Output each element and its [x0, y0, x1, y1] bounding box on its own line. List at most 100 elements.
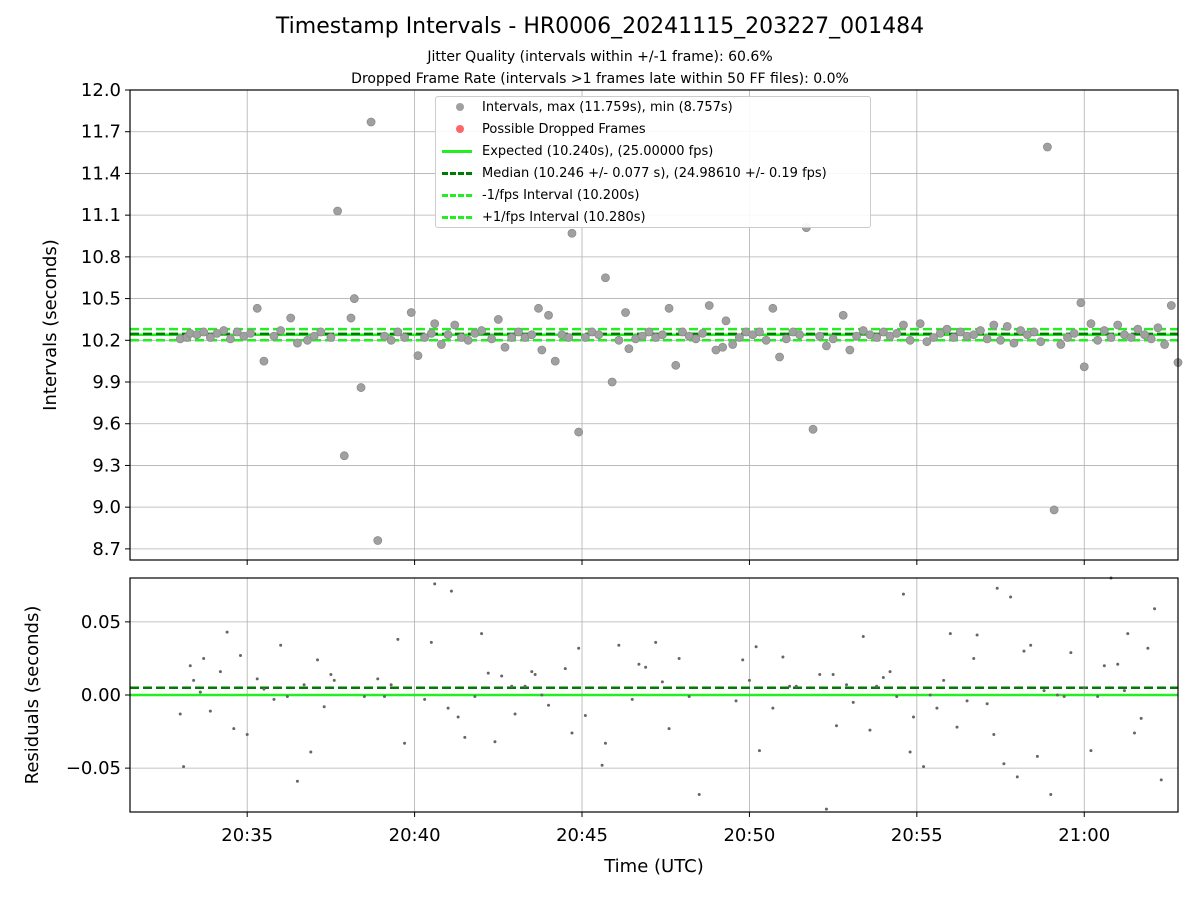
interval-point — [989, 320, 999, 330]
legend-handle-expected — [440, 141, 478, 161]
interval-point — [406, 308, 416, 317]
interval-point — [1002, 321, 1012, 331]
residual-point — [1049, 792, 1053, 796]
interval-point — [420, 333, 430, 342]
interval-point — [795, 330, 805, 340]
residual-point — [238, 654, 242, 658]
residual-point — [922, 765, 926, 769]
residual-point — [861, 635, 865, 638]
interval-point — [1043, 142, 1052, 152]
interval-point — [976, 326, 985, 335]
bottom-x-ticks: 20:35 20:40 20:45 20:50 20:55 21:00 — [221, 825, 1110, 846]
interval-point — [594, 330, 604, 340]
residual-point — [1009, 595, 1013, 599]
legend-handle-median — [440, 163, 478, 183]
x-tick-label: 21:00 — [1058, 825, 1110, 846]
y-tick-label: 0.00 — [81, 685, 121, 706]
residual-point — [667, 727, 671, 731]
residual-point — [851, 700, 855, 704]
bottom-y-ticks: −0.05 0.00 0.05 — [66, 612, 130, 779]
interval-point — [721, 316, 731, 326]
interval-point — [500, 342, 510, 352]
interval-point — [356, 383, 366, 392]
legend: Intervals, max (11.759s), min (8.757s) P… — [435, 96, 871, 228]
legend-item-dropped: Possible Dropped Frames — [436, 119, 646, 139]
chart-subtitle-jitter: Jitter Quality (intervals within +/-1 fr… — [427, 49, 773, 65]
legend-label: -1/fps Interval (10.200s) — [482, 187, 640, 203]
residual-point — [1132, 731, 1136, 735]
residual-point — [480, 632, 484, 636]
residual-point — [1153, 607, 1157, 611]
interval-point — [899, 320, 908, 330]
residual-point — [660, 680, 664, 684]
residual-point — [1146, 646, 1150, 650]
interval-point — [443, 330, 453, 340]
residual-point — [901, 592, 905, 596]
residual-point — [486, 671, 490, 675]
interval-point — [493, 315, 503, 324]
interval-point — [664, 303, 674, 313]
residual-point — [928, 693, 932, 697]
interval-point — [293, 338, 302, 348]
residual-point — [975, 633, 979, 637]
residual-point — [389, 683, 393, 687]
interval-point — [852, 331, 861, 341]
residual-point — [463, 735, 467, 739]
residual-point — [510, 684, 514, 688]
y-tick-label: 9.0 — [92, 497, 121, 518]
residual-point — [985, 702, 989, 706]
residual-point — [875, 684, 879, 688]
interval-point — [436, 340, 446, 349]
interval-point — [544, 310, 553, 320]
residual-point — [908, 750, 912, 754]
interval-point — [205, 333, 215, 342]
interval-point — [704, 301, 714, 310]
interval-point — [246, 328, 255, 338]
residual-point — [316, 658, 320, 662]
interval-point — [878, 327, 888, 337]
interval-point — [621, 308, 630, 317]
residual-point — [362, 694, 366, 698]
residual-point — [530, 670, 534, 674]
interval-point — [276, 326, 286, 335]
x-tick-label: 20:45 — [556, 825, 608, 846]
interval-point — [982, 334, 992, 344]
interval-point — [534, 303, 543, 313]
legend-label: +1/fps Interval (10.280s) — [482, 209, 646, 225]
residual-point — [202, 656, 206, 660]
residual-point — [423, 697, 427, 701]
interval-point — [768, 303, 778, 313]
residual-point — [178, 712, 182, 716]
interval-point — [303, 335, 312, 345]
residual-point — [1082, 686, 1086, 690]
y-tick-label: 12.0 — [81, 80, 121, 101]
top-y-ticks: 8.7 9.0 9.3 9.6 9.9 10.2 10.5 10.8 11.1 11.4 11.7 1… — [81, 80, 130, 560]
interval-point — [346, 313, 356, 323]
y-tick-label: 11.7 — [81, 122, 121, 143]
interval-point — [734, 333, 744, 342]
y-tick-label: 11.1 — [81, 205, 121, 226]
y-tick-label: 10.2 — [81, 330, 121, 351]
interval-point — [1029, 327, 1039, 337]
residual-point — [834, 724, 838, 728]
legend-label: Expected (10.240s), (25.00000 fps) — [482, 143, 714, 159]
legend-item-expected: Expected (10.240s), (25.00000 fps) — [436, 141, 713, 161]
interval-point — [1069, 328, 1079, 338]
interval-point — [828, 334, 838, 344]
residual-point — [433, 582, 437, 586]
legend-handle-minus-fps — [440, 185, 478, 205]
interval-point — [644, 327, 654, 337]
interval-point — [657, 330, 667, 340]
interval-point — [1099, 326, 1109, 335]
interval-point — [1166, 301, 1176, 310]
interval-point — [333, 206, 342, 216]
interval-point — [872, 333, 882, 342]
residual-point — [547, 703, 551, 707]
residual-point — [382, 694, 386, 698]
residual-point — [563, 667, 567, 671]
interval-point — [1093, 335, 1103, 345]
residual-point — [788, 684, 792, 688]
legend-item-plus-fps: +1/fps Interval (10.280s) — [436, 207, 646, 227]
interval-point — [1036, 337, 1046, 347]
residual-point — [446, 706, 450, 710]
